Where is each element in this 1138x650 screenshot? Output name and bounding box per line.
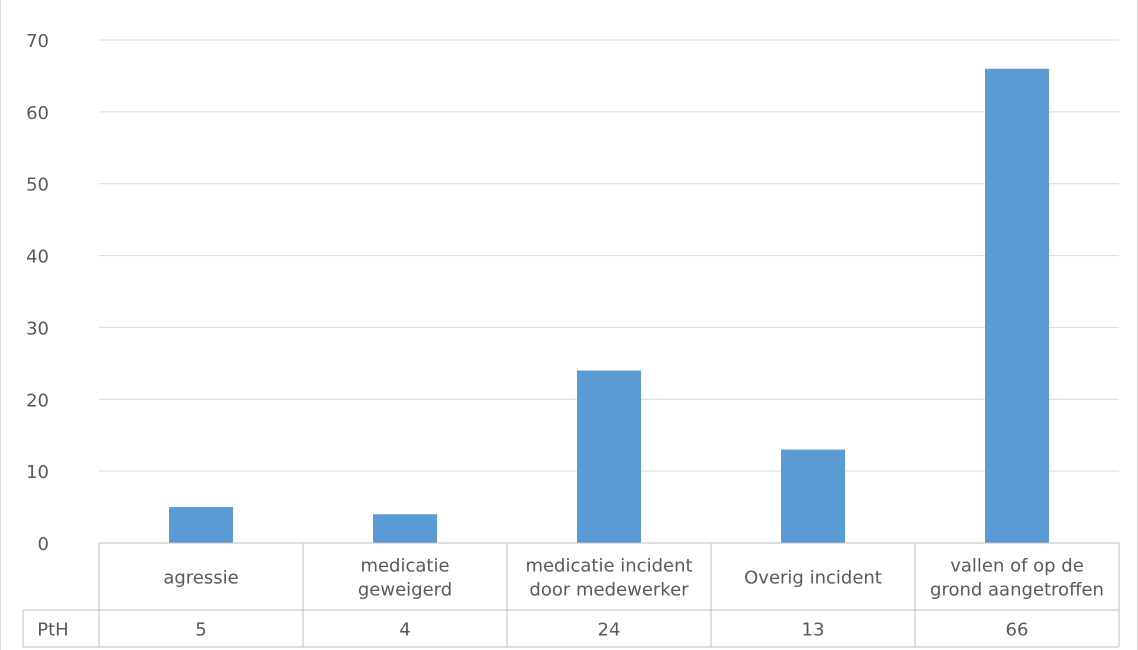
bars: [169, 68, 1049, 543]
data-table-value: 66: [1006, 620, 1029, 641]
x-category-label: medicatie incident: [525, 556, 692, 577]
y-tick-label: 0: [38, 534, 49, 555]
bar: [373, 514, 437, 543]
y-tick-label: 10: [26, 462, 49, 483]
data-table-value: 13: [802, 620, 825, 641]
bar: [169, 507, 233, 543]
x-category-label: door medewerker: [529, 580, 689, 601]
series-name-label: PtH: [37, 620, 68, 641]
x-category-label: geweigerd: [358, 580, 452, 601]
x-category-label: medicatie: [360, 556, 449, 577]
bar: [781, 449, 845, 543]
data-table-value: 5: [195, 620, 206, 641]
y-tick-label: 60: [26, 103, 49, 124]
data-table-value: 4: [399, 620, 410, 641]
y-tick-label: 70: [26, 31, 49, 52]
bar: [577, 370, 641, 543]
y-axis-tick-labels: 0 10 20 30 40 50 60 70: [26, 31, 49, 555]
data-table-value: 24: [598, 620, 621, 641]
x-category-label: vallen of op de: [950, 556, 1084, 577]
data-table: agressie medicatie geweigerd medicatie inci…: [22, 542, 1120, 648]
y-tick-label: 40: [26, 247, 49, 268]
bar: [985, 68, 1049, 543]
y-tick-label: 50: [26, 175, 49, 196]
y-tick-label: 30: [26, 318, 49, 339]
gridlines: [99, 39, 1119, 472]
y-tick-label: 20: [26, 390, 49, 411]
x-category-label: Overig incident: [744, 568, 882, 589]
x-category-label: agressie: [163, 568, 238, 589]
x-category-label: grond aangetroffen: [930, 580, 1104, 601]
